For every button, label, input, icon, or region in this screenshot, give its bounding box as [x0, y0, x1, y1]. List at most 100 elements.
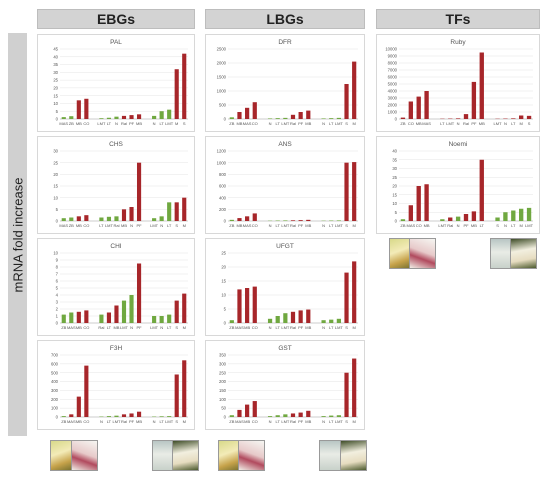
x-tick-label: LT — [276, 223, 281, 228]
x-tick-label: CO — [252, 419, 258, 424]
y-tick-label: 2 — [56, 307, 59, 312]
x-tick-label: CO — [83, 325, 89, 330]
bar-f3h-pf-9 — [129, 413, 134, 417]
chart-panel-dfr: DFR 0 500 1000 1500 2000 2500 ZB MB MAS CO N LT LMT Ra… — [205, 34, 365, 132]
x-tick-label: Ral — [290, 121, 296, 126]
bar-ans-mas-2 — [245, 216, 250, 221]
x-tick-label: N — [153, 419, 156, 424]
x-tick-label: MB — [136, 419, 142, 424]
x-tick-label: LT — [329, 419, 334, 424]
bar-dfr-lmt-14 — [336, 117, 341, 119]
bar-chi-mb-2 — [76, 311, 81, 323]
x-tick-label: MAS — [67, 325, 76, 330]
x-tick-label: M — [353, 223, 356, 228]
bar-ans-m-16 — [352, 162, 357, 221]
chart-panel-chi: CHI 0 1 2 3 4 5 6 7 8 9 10 ZB MAS MB CO Ral LT MB LMT N PF LMT… — [37, 238, 195, 336]
x-tick-label: ZB — [229, 121, 234, 126]
x-tick-label: PF — [136, 325, 142, 330]
x-tick-label: LMT — [120, 325, 129, 330]
x-tick-label: N — [269, 325, 272, 330]
x-tick-label: ZB — [229, 223, 234, 228]
bar-noemi-mas-1 — [408, 205, 413, 221]
x-tick-label: ZB — [229, 325, 234, 330]
x-tick-label: MB — [236, 223, 242, 228]
x-tick-label: MB — [76, 223, 82, 228]
x-tick-label: CO — [83, 121, 89, 126]
x-tick-label: LMT — [97, 121, 106, 126]
x-tick-label: N — [130, 325, 133, 330]
rose-flower-cream-icon — [340, 440, 367, 471]
bar-ruby-n-7 — [455, 118, 461, 119]
bar-ans-s-15 — [344, 162, 349, 221]
x-tick-label: N — [160, 223, 163, 228]
y-tick-label: 100 — [219, 397, 227, 402]
bar-noemi-mb-3 — [424, 184, 429, 221]
bar-dfr-mas-2 — [245, 107, 250, 119]
bar-noemi-lt-14 — [511, 210, 516, 221]
x-tick-label: LT — [107, 121, 112, 126]
bar-pal-lmt-5 — [99, 118, 104, 119]
x-tick-label: PF — [136, 223, 142, 228]
x-tick-label: Ral — [290, 419, 296, 424]
x-tick-label: S — [175, 419, 178, 424]
y-tick-label: 7000 — [388, 68, 398, 73]
bar-ans-zb-0 — [229, 219, 234, 221]
bar-noemi-n-13 — [503, 212, 508, 221]
x-tick-label: MB — [305, 121, 311, 126]
x-tick-label: PF — [471, 121, 477, 126]
bar-gst-s-15 — [344, 372, 349, 417]
bar-f3h-mb-2 — [76, 396, 81, 417]
x-tick-label: S — [345, 223, 348, 228]
y-tick-label: 5 — [56, 286, 59, 291]
bar-ufgt-lt-13 — [329, 319, 334, 323]
y-tick-label: 10 — [53, 195, 58, 200]
y-tick-label: 600 — [51, 361, 59, 366]
bar-pal-lt-6 — [106, 117, 112, 119]
bar-gst-zb-0 — [229, 415, 234, 417]
x-tick-label: LMT — [525, 223, 534, 228]
rose-flower-cream-icon — [172, 440, 199, 471]
x-tick-label: N — [269, 223, 272, 228]
bar-dfr-co-3 — [252, 102, 257, 119]
x-tick-label: CO — [83, 419, 89, 424]
y-tick-label: 100 — [51, 406, 59, 411]
bar-chs-mb-2 — [76, 216, 81, 221]
y-tick-label: 30 — [53, 70, 58, 75]
y-tick-label: 700 — [51, 353, 59, 358]
bar-ruby-mb-10 — [479, 52, 484, 119]
x-tick-label: MB — [76, 419, 82, 424]
bar-chs-lt-14 — [167, 202, 172, 221]
x-tick-label: PF — [463, 223, 469, 228]
x-tick-label: N — [269, 121, 272, 126]
bar-ruby-mb-2 — [416, 96, 421, 119]
y-tick-label: 1200 — [217, 149, 227, 154]
bar-noemi-co-2 — [416, 186, 421, 221]
x-tick-label: LT — [159, 121, 164, 126]
y-tick-label: 5 — [56, 207, 59, 212]
x-tick-label: MAS — [235, 325, 244, 330]
y-tick-label: 1000 — [217, 89, 227, 94]
x-tick-label: S — [345, 419, 348, 424]
x-tick-label: MB — [305, 223, 311, 228]
x-tick-label: LMT — [281, 419, 290, 424]
x-tick-label: LMT — [165, 121, 174, 126]
x-tick-label: N — [457, 223, 460, 228]
x-tick-label: S — [496, 223, 499, 228]
bar-ruby-ral-8 — [463, 114, 469, 119]
x-tick-label: M — [520, 121, 523, 126]
x-tick-label: Ral — [290, 325, 296, 330]
y-tick-label: 20 — [221, 265, 226, 270]
x-tick-label: MB — [136, 121, 142, 126]
x-tick-label: N — [269, 419, 272, 424]
x-tick-label: MB — [244, 325, 250, 330]
bar-pal-mb-10 — [136, 114, 142, 119]
bar-ufgt-mas-1 — [237, 289, 242, 323]
x-tick-label: LMT — [150, 223, 159, 228]
bar-ruby-co-1 — [408, 101, 413, 119]
x-tick-label: PF — [298, 223, 304, 228]
x-tick-label: CO — [416, 223, 422, 228]
bar-ufgt-m-16 — [352, 261, 357, 323]
bar-chs-co-3 — [84, 215, 89, 221]
